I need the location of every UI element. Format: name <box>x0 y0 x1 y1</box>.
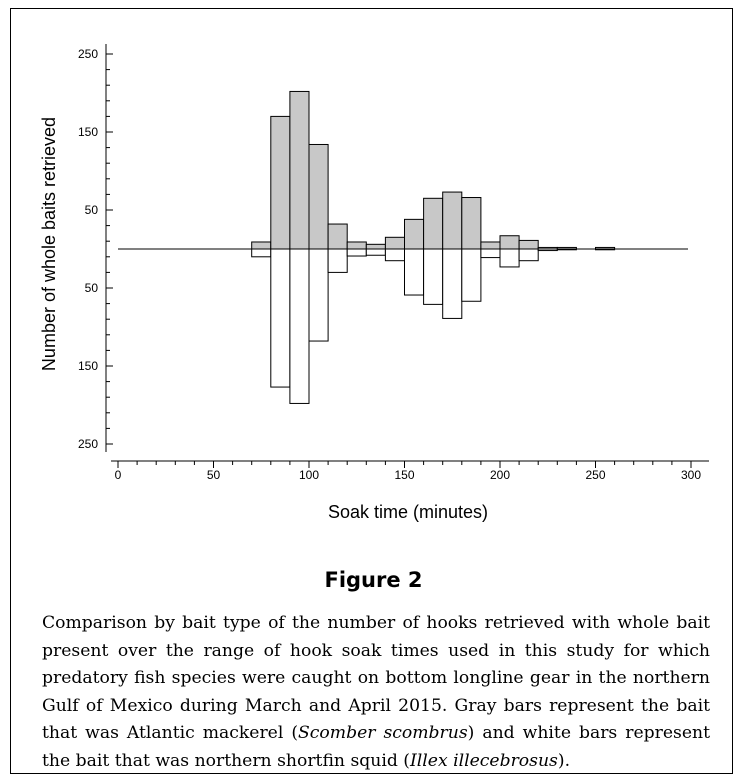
figure-frame <box>10 8 733 774</box>
bar-chart: 250 150 50 50 150 250 0 50 100 150 200 250 300 Numbe… <box>39 44 709 522</box>
squid-bar <box>423 248 444 305</box>
squid-bar <box>384 248 405 262</box>
y-tick-label: 150 <box>78 125 98 139</box>
caption-species-mackerel: Scomber scombrus <box>298 723 468 743</box>
squid-bar <box>251 248 272 258</box>
caption-text-3: ). <box>557 750 571 771</box>
squid-bar <box>442 248 463 319</box>
mackerel-bar <box>270 115 291 250</box>
caption-text-2: ) and white bars represent the bait that… <box>42 723 710 771</box>
squid-bar <box>346 248 367 257</box>
y-tick-label: 50 <box>85 281 99 295</box>
figure-title: Figure 2 <box>324 568 423 592</box>
chart-bars <box>251 90 616 404</box>
x-tick-label: 300 <box>681 468 701 482</box>
squid-bar <box>518 248 539 262</box>
mackerel-bar <box>442 191 463 250</box>
x-tick-label: 250 <box>585 468 605 482</box>
y-tick-label: 50 <box>85 203 99 217</box>
chart-axes: 250 150 50 50 150 250 0 50 100 150 200 250 300 <box>78 44 709 482</box>
squid-bar <box>327 248 348 273</box>
squid-bar <box>289 248 310 404</box>
squid-bar <box>270 248 291 388</box>
mackerel-bar <box>365 243 386 250</box>
y-tick-label: 250 <box>78 437 98 451</box>
mackerel-bar <box>289 90 310 250</box>
caption-text-1: Comparison by bait type of the number of… <box>42 613 710 743</box>
mackerel-bar <box>308 143 329 250</box>
squid-bar <box>365 248 386 256</box>
mackerel-bar <box>499 235 520 250</box>
mackerel-bar <box>518 239 539 250</box>
mackerel-bar <box>251 241 272 250</box>
mackerel-bar <box>346 241 367 250</box>
squid-bar <box>308 248 329 342</box>
mackerel-bar <box>461 197 482 250</box>
mackerel-bar <box>480 241 501 250</box>
squid-bar <box>404 248 425 296</box>
y-tick-label: 150 <box>78 359 98 373</box>
x-tick-label: 50 <box>207 468 221 482</box>
x-tick-label: 0 <box>115 468 122 482</box>
caption-species-squid: Illex illecebrosus <box>410 750 558 771</box>
y-axis-label: Number of whole baits retrieved <box>39 117 59 371</box>
figure-caption: Comparison by bait type of the number of… <box>42 610 710 775</box>
x-axis-label: Soak time (minutes) <box>328 502 488 522</box>
mackerel-bar <box>327 223 348 250</box>
mackerel-bar <box>404 218 425 250</box>
squid-bar <box>499 248 520 268</box>
x-tick-label: 150 <box>394 468 414 482</box>
mackerel-bar <box>423 197 444 250</box>
squid-bar <box>480 248 501 259</box>
x-tick-label: 100 <box>299 468 319 482</box>
squid-bar <box>461 248 482 302</box>
x-tick-label: 200 <box>490 468 510 482</box>
y-tick-label: 250 <box>78 47 98 61</box>
mackerel-bar <box>384 236 405 250</box>
